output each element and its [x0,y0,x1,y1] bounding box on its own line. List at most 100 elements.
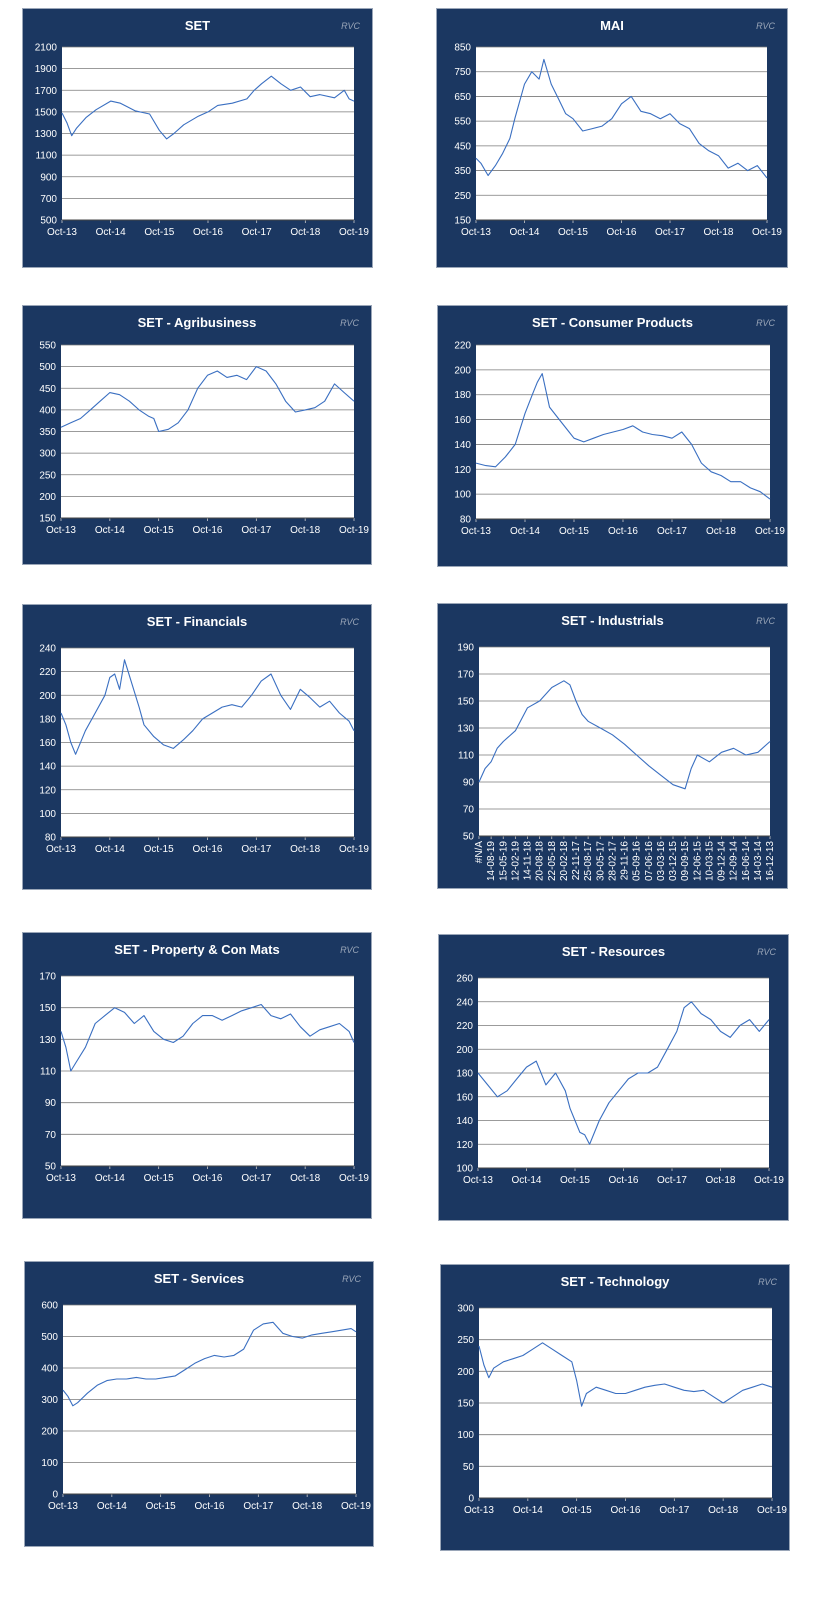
watermark: RVC [757,947,776,957]
x-tick-label: Oct-15 [560,1175,590,1186]
y-tick-label: 100 [454,490,471,501]
x-tick-label: Oct-13 [46,1173,76,1184]
y-tick-label: 400 [39,405,56,416]
y-tick-label: 1700 [35,86,58,97]
watermark: RVC [756,616,775,626]
plot-area [476,345,770,519]
watermark: RVC [758,1277,777,1287]
x-tick-label: Oct-14 [95,1173,125,1184]
x-tick-label: 20-02-18 [559,841,570,881]
x-tick-label: 28-02-17 [607,841,618,881]
chart-title: SET - Financials [146,614,248,629]
y-tick-label: 550 [39,341,56,352]
x-tick-label: 14-11-18 [523,841,534,881]
plot-area [476,47,767,220]
series-line [60,366,355,433]
y-tick-label: 150 [39,1003,56,1014]
y-tick-label: 600 [41,1301,58,1312]
y-tick-label: 300 [39,449,56,460]
x-tick-label: 22-05-18 [547,841,558,881]
y-tick-label: 110 [458,751,474,762]
x-tick-label: Oct-14 [95,525,125,536]
y-tick-label: 1500 [35,107,58,118]
chart-panel-set-agribusiness: SET - Agribusiness RVC 150 200 250 300 350 400 4… [22,305,372,565]
x-tick-label: Oct-19 [755,526,785,537]
chart-title: SET - Property & Con Mats [114,942,280,957]
x-tick-label: Oct-19 [757,1505,787,1516]
chart-panel-set: SET RVC 500 700 900 1100 1300 1500 1700 1900 2100 O… [22,8,373,268]
y-tick-label: 140 [454,440,471,451]
chart-panel-set-consumer-products: SET - Consumer Products RVC 80 100 120 140 160… [437,305,788,567]
x-tick-label: 25-08-17 [583,841,594,881]
series-line [60,659,355,755]
y-tick-label: 450 [39,384,56,395]
x-tick-label: Oct-18 [292,1501,322,1512]
x-tick-label: 20-08-18 [535,841,546,881]
y-tick-label: 650 [454,92,471,103]
y-tick-label: 170 [39,972,56,983]
y-tick-label: 190 [457,643,474,654]
x-tick-label: Oct-15 [558,227,588,238]
x-tick-label: 14-03-14 [753,841,764,881]
y-tick-label: 250 [454,191,471,202]
y-tick-label: 220 [39,667,56,678]
x-tick-label: Oct-17 [241,1173,271,1184]
y-tick-label: 120 [39,785,56,796]
series-line [478,680,771,790]
chart-panel-set-property-con-mats: SET - Property & Con Mats RVC 50 70 90 110 130… [22,932,372,1219]
y-tick-label: 150 [457,697,474,708]
x-tick-label: Oct-14 [96,227,126,238]
chart-svg: 80 100 120 140 160 180 200 220 240 Oct-13 Oct-14 Oc… [39,644,369,856]
watermark: RVC [341,21,360,31]
y-tick-label: 220 [454,341,471,352]
x-tick-label: Oct-13 [464,1505,494,1516]
chart-title: SET - Resources [561,944,666,959]
x-tick-label: Oct-13 [461,227,491,238]
plot-area [479,647,770,836]
chart-title: MAI [600,18,624,33]
y-tick-label: 170 [457,670,474,681]
y-tick-label: 750 [454,67,471,78]
chart-panel-set-financials: SET - Financials RVC 80 100 120 140 160 180 200 2… [22,604,372,890]
y-tick-label: 0 [468,1494,474,1505]
x-tick-label: Oct-15 [562,1505,592,1516]
chart-svg: 80 100 120 140 160 180 200 220 Oct-13 Oct-14 Oct-1… [454,341,785,538]
chart-title: SET [184,18,211,33]
chart-title: SET - Services [153,1271,245,1286]
x-tick-label: 12-06-15 [692,841,703,881]
y-tick-label: 100 [457,1430,474,1441]
y-tick-label: 250 [457,1335,474,1346]
x-tick-label: Oct-17 [241,525,271,536]
y-tick-label: 900 [40,172,57,183]
x-tick-label: Oct-19 [339,1173,369,1184]
watermark: RVC [340,617,359,627]
y-tick-label: 200 [41,1427,58,1438]
chart-svg: 0 100 200 300 400 500 600 Oct-13 Oct-14 Oct-15 Oct… [41,1301,371,1513]
x-tick-label: Oct-13 [46,525,76,536]
x-tick-label: Oct-18 [290,844,320,855]
y-tick-label: 50 [463,832,475,843]
x-tick-label: Oct-19 [339,525,369,536]
chart-title: SET - Technology [560,1274,670,1289]
y-tick-label: 1300 [35,129,58,140]
x-tick-label: Oct-17 [655,227,685,238]
y-tick-label: 160 [454,415,471,426]
chart-svg: 0 50 100 150 200 250 300 Oct-13 Oct-14 Oct-15 Oct-… [457,1304,787,1517]
y-tick-label: 180 [454,390,471,401]
x-tick-label: 10-03-15 [704,841,715,881]
y-tick-label: 180 [456,1069,473,1080]
x-tick-label: 05-09-16 [632,841,643,881]
x-tick-label: Oct-14 [511,1175,541,1186]
y-tick-label: 1900 [35,64,58,75]
y-tick-label: 200 [456,1045,473,1056]
x-tick-label: Oct-14 [509,227,539,238]
x-tick-label: Oct-19 [339,844,369,855]
x-tick-label: Oct-13 [48,1501,78,1512]
chart-panel-set-services: SET - Services RVC 0 100 200 300 400 500 600 Oct-… [24,1261,374,1547]
x-tick-label: 29-11-16 [620,841,631,881]
x-tick-label: 22-11-17 [571,841,582,881]
x-tick-label: Oct-13 [461,526,491,537]
y-tick-label: 350 [454,166,471,177]
y-tick-label: 200 [39,492,56,503]
watermark: RVC [756,21,775,31]
